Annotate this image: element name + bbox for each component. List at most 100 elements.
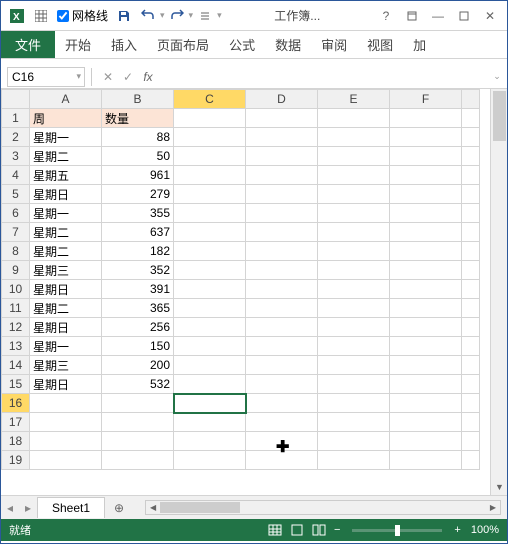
cell-A13[interactable]: 星期一 [30, 337, 102, 356]
cell-extra[interactable] [462, 261, 480, 280]
cell-E18[interactable] [318, 432, 390, 451]
cell-D5[interactable] [246, 185, 318, 204]
cell-D9[interactable] [246, 261, 318, 280]
cell-B19[interactable] [102, 451, 174, 470]
scroll-down-icon[interactable]: ▼ [491, 478, 508, 495]
cell-B13[interactable]: 150 [102, 337, 174, 356]
cell-A2[interactable]: 星期一 [30, 128, 102, 147]
cell-A14[interactable]: 星期三 [30, 356, 102, 375]
cell-D1[interactable] [246, 109, 318, 128]
tab-addins[interactable]: 加 [403, 31, 436, 58]
col-header-D[interactable]: D [246, 90, 318, 109]
cell-C12[interactable] [174, 318, 246, 337]
cell-C16[interactable] [174, 394, 246, 413]
ribbon-collapse-button[interactable] [399, 5, 425, 27]
sheet-tab[interactable]: Sheet1 [37, 497, 105, 518]
row-header-19[interactable]: 19 [2, 451, 30, 470]
cell-A6[interactable]: 星期一 [30, 204, 102, 223]
row-header-10[interactable]: 10 [2, 280, 30, 299]
cell-B18[interactable] [102, 432, 174, 451]
enter-icon[interactable]: ✓ [118, 67, 138, 87]
cell-extra[interactable] [462, 356, 480, 375]
cell-D16[interactable] [246, 394, 318, 413]
cell-extra[interactable] [462, 166, 480, 185]
row-header-14[interactable]: 14 [2, 356, 30, 375]
cell-F13[interactable] [390, 337, 462, 356]
row-header-15[interactable]: 15 [2, 375, 30, 394]
cell-C11[interactable] [174, 299, 246, 318]
cell-extra[interactable] [462, 394, 480, 413]
view-pagebreak-icon[interactable] [308, 521, 330, 539]
col-header-C[interactable]: C [174, 90, 246, 109]
cell-extra[interactable] [462, 185, 480, 204]
cell-F6[interactable] [390, 204, 462, 223]
row-header-11[interactable]: 11 [2, 299, 30, 318]
cell-D12[interactable] [246, 318, 318, 337]
cell-extra[interactable] [462, 223, 480, 242]
cell-F8[interactable] [390, 242, 462, 261]
col-header-A[interactable]: A [30, 90, 102, 109]
zoom-out-button[interactable]: − [330, 524, 344, 536]
cell-B16[interactable] [102, 394, 174, 413]
fx-icon[interactable]: fx [138, 67, 158, 87]
cell-E8[interactable] [318, 242, 390, 261]
vscroll-thumb[interactable] [493, 91, 506, 141]
cell-C8[interactable] [174, 242, 246, 261]
cell-F10[interactable] [390, 280, 462, 299]
help-button[interactable]: ? [373, 5, 399, 27]
cell-A9[interactable]: 星期三 [30, 261, 102, 280]
cell-A17[interactable] [30, 413, 102, 432]
sheet-nav-prev[interactable]: ◂ [1, 499, 19, 517]
cell-D7[interactable] [246, 223, 318, 242]
sheet-nav-next[interactable]: ▸ [19, 499, 37, 517]
cell-E19[interactable] [318, 451, 390, 470]
cell-extra[interactable] [462, 318, 480, 337]
grid[interactable]: ABCDEF1周数量2星期一883星期二504星期五9615星期日2796星期一… [1, 89, 480, 470]
cell-F17[interactable] [390, 413, 462, 432]
cell-D8[interactable] [246, 242, 318, 261]
cell-extra[interactable] [462, 432, 480, 451]
row-header-5[interactable]: 5 [2, 185, 30, 204]
cell-F2[interactable] [390, 128, 462, 147]
col-header-F[interactable]: F [390, 90, 462, 109]
cell-C19[interactable] [174, 451, 246, 470]
cell-B3[interactable]: 50 [102, 147, 174, 166]
cell-E7[interactable] [318, 223, 390, 242]
cell-F3[interactable] [390, 147, 462, 166]
cell-B9[interactable]: 352 [102, 261, 174, 280]
undo-button[interactable] [137, 5, 159, 27]
cell-E9[interactable] [318, 261, 390, 280]
col-header-E[interactable]: E [318, 90, 390, 109]
row-header-3[interactable]: 3 [2, 147, 30, 166]
cell-extra[interactable] [462, 413, 480, 432]
cell-E14[interactable] [318, 356, 390, 375]
cell-extra[interactable] [462, 128, 480, 147]
cell-B1[interactable]: 数量 [102, 109, 174, 128]
cell-F5[interactable] [390, 185, 462, 204]
cell-A11[interactable]: 星期二 [30, 299, 102, 318]
cell-E4[interactable] [318, 166, 390, 185]
zoom-knob[interactable] [395, 525, 400, 536]
redo-dropdown[interactable]: ▾ [189, 10, 194, 21]
cell-D19[interactable] [246, 451, 318, 470]
cell-C3[interactable] [174, 147, 246, 166]
cell-B10[interactable]: 391 [102, 280, 174, 299]
cell-D15[interactable] [246, 375, 318, 394]
cell-A3[interactable]: 星期二 [30, 147, 102, 166]
tab-pagelayout[interactable]: 页面布局 [147, 31, 219, 58]
borders-button[interactable] [194, 5, 216, 27]
cell-extra[interactable] [462, 147, 480, 166]
cell-C4[interactable] [174, 166, 246, 185]
cell-D6[interactable] [246, 204, 318, 223]
cell-D3[interactable] [246, 147, 318, 166]
cell-C14[interactable] [174, 356, 246, 375]
add-sheet-button[interactable]: ⊕ [109, 498, 129, 518]
cell-A7[interactable]: 星期二 [30, 223, 102, 242]
cell-A4[interactable]: 星期五 [30, 166, 102, 185]
vertical-scrollbar[interactable]: ▲ ▼ [490, 89, 507, 495]
cell-F19[interactable] [390, 451, 462, 470]
row-header-9[interactable]: 9 [2, 261, 30, 280]
cell-A12[interactable]: 星期日 [30, 318, 102, 337]
cell-E17[interactable] [318, 413, 390, 432]
save-button[interactable] [113, 5, 135, 27]
